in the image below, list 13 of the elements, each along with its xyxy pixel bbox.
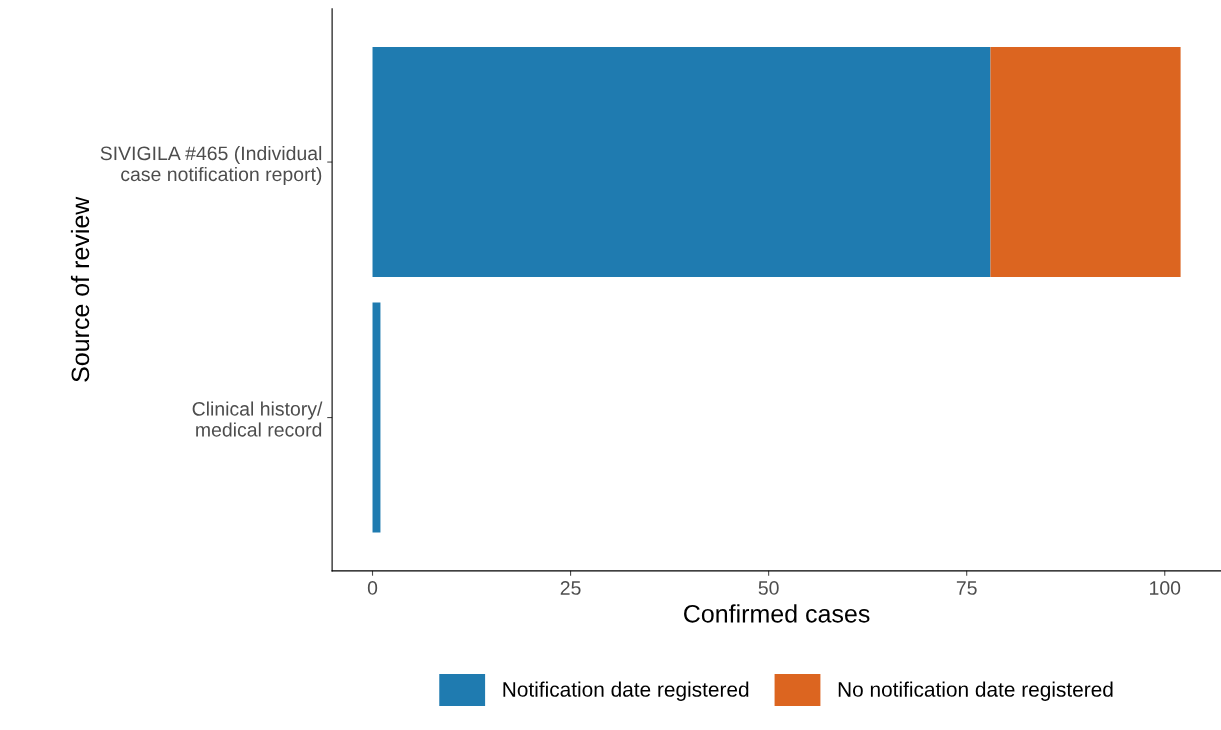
bar <box>372 47 991 278</box>
x-tick-label: 75 <box>956 581 977 595</box>
x-tick-label: 0 <box>367 581 378 595</box>
legend-label: No notification date registered <box>838 681 1113 701</box>
x-tick-label: 25 <box>560 581 581 595</box>
y-axis-title: Source of review <box>70 196 90 382</box>
y-tick-label: SIVIGILA #465 (Individual case notification report) <box>100 145 322 186</box>
legend-label: Notification date registered <box>503 681 749 701</box>
x-axis-title: Confirmed cases <box>684 604 870 623</box>
x-tick-label: 100 <box>1150 581 1181 595</box>
x-tick-label: 50 <box>758 581 779 595</box>
y-tick-label: Clinical history/ medical record <box>192 401 323 437</box>
bar <box>990 47 1181 278</box>
